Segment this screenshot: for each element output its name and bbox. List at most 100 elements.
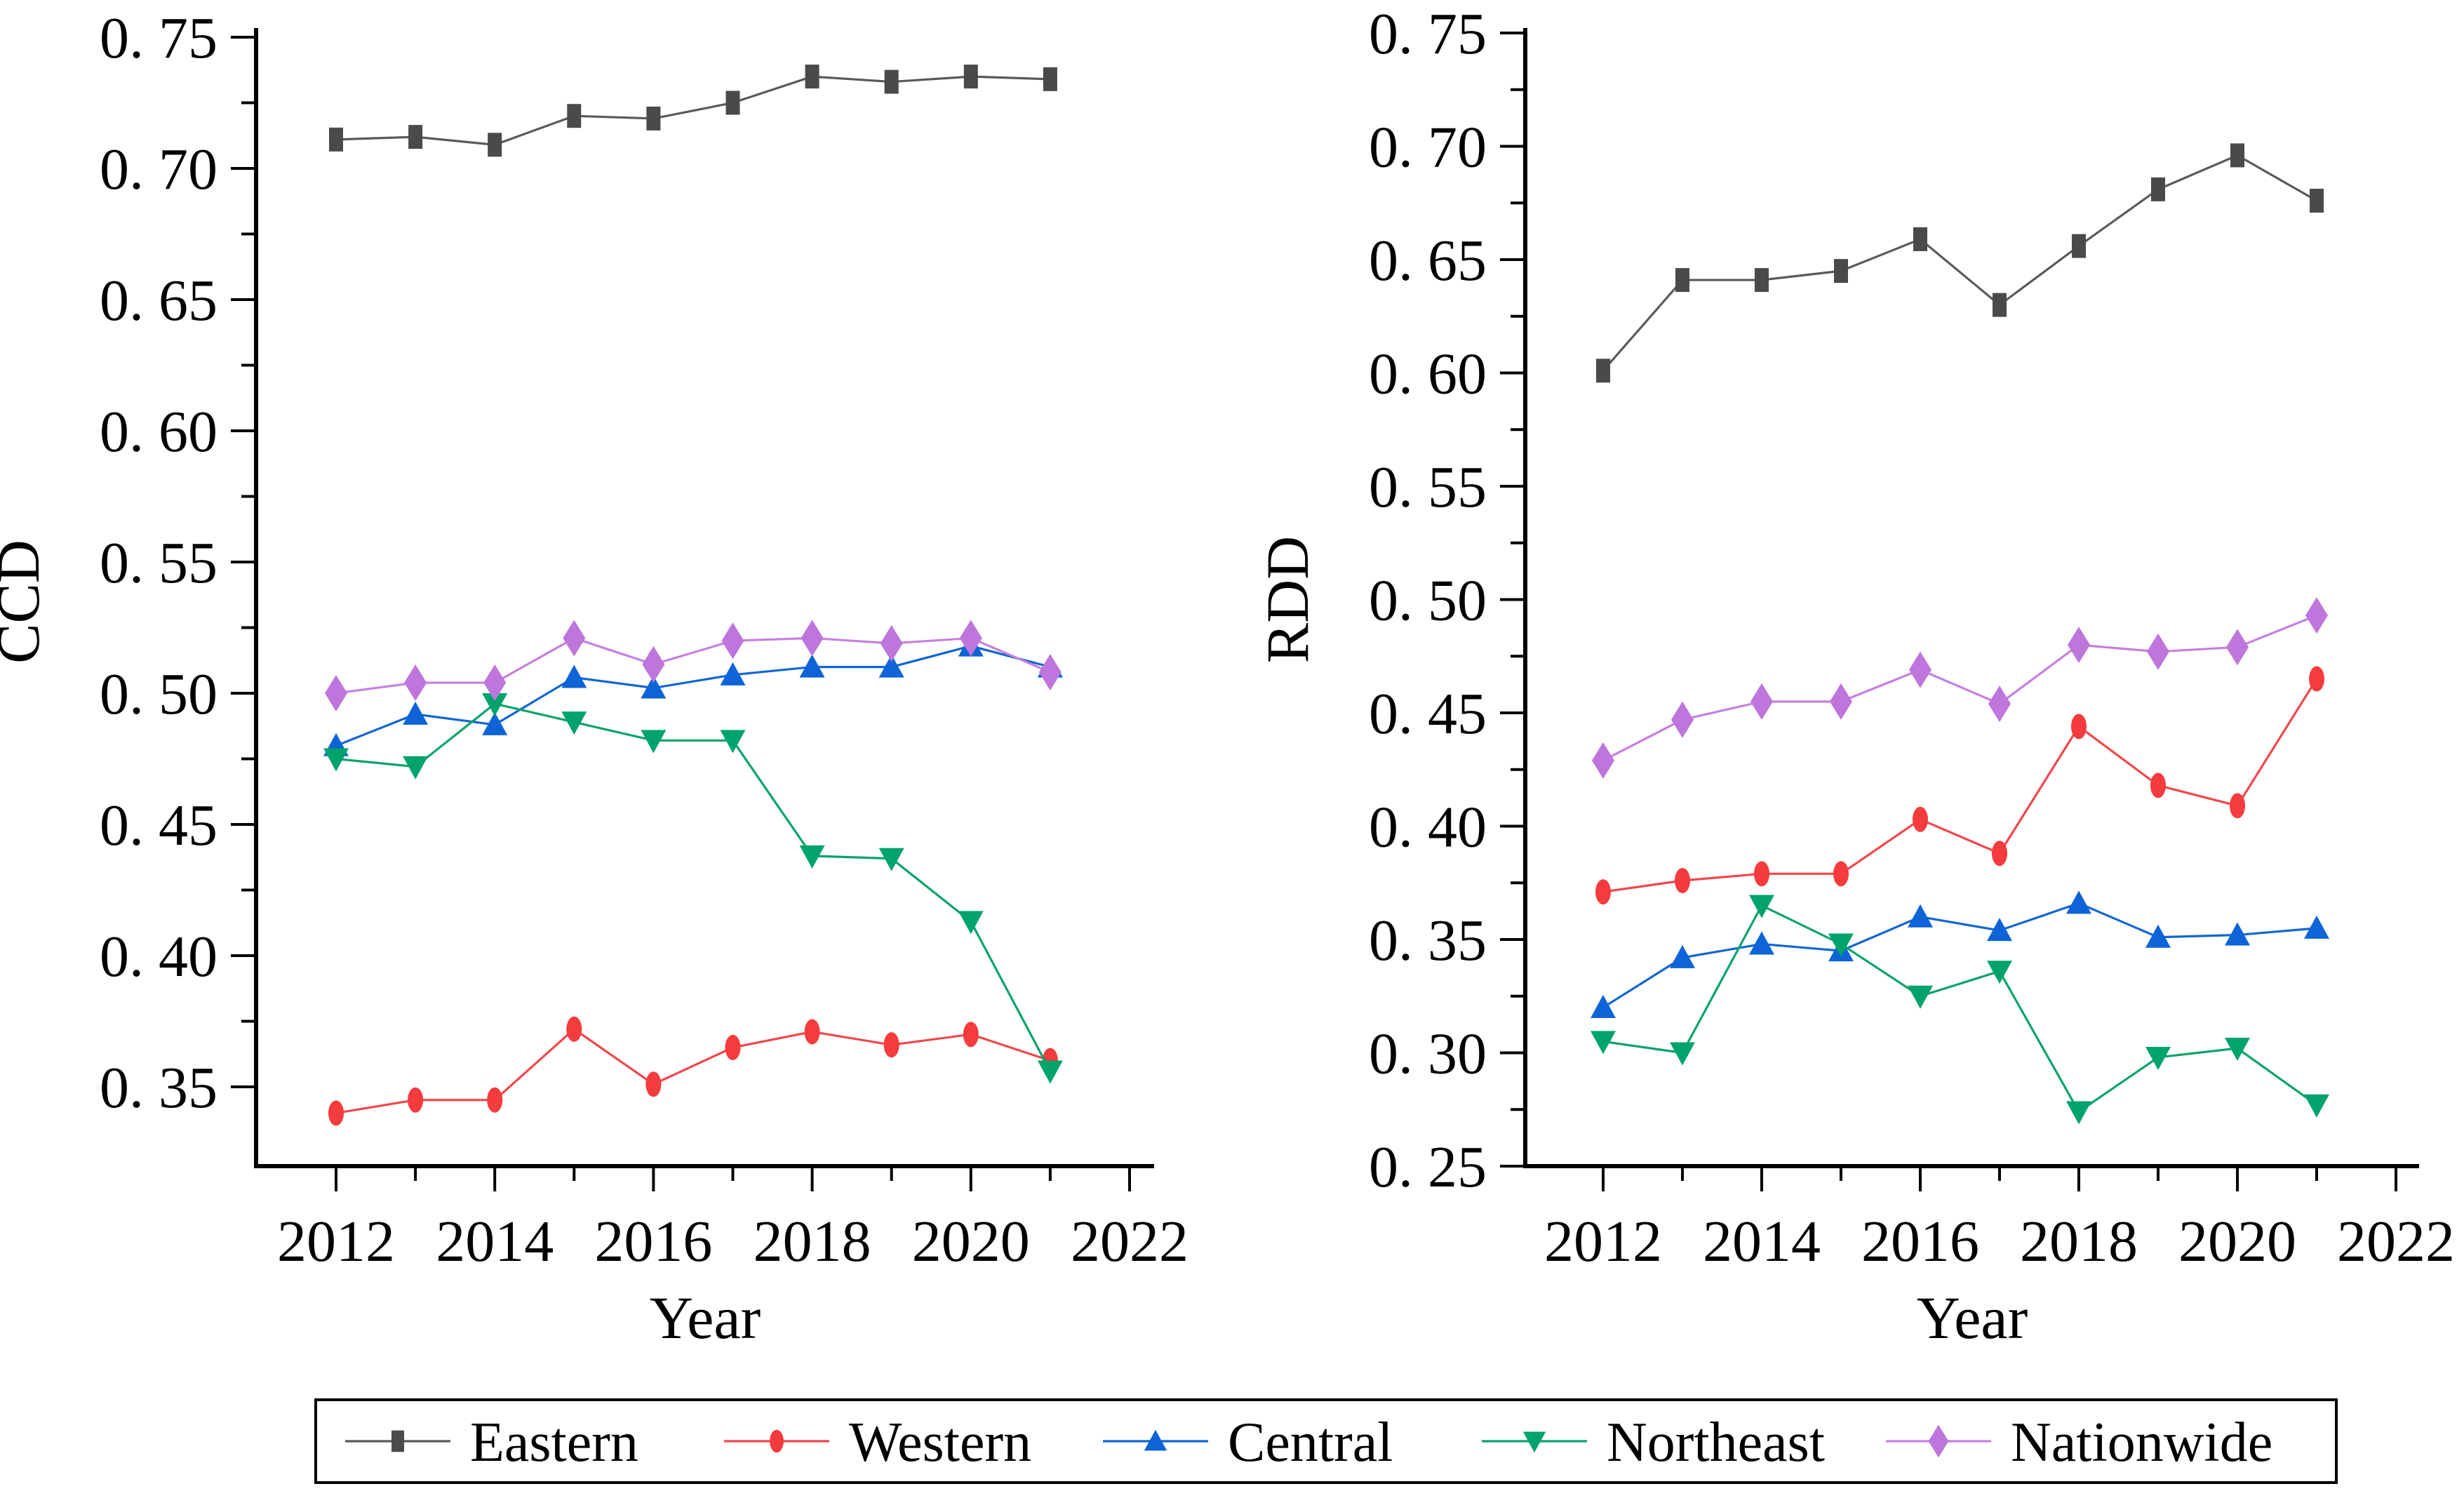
left-series-central-marker (878, 654, 904, 678)
left-series-eastern-marker (329, 127, 343, 152)
right-y-tick-label: 0. 35 (1369, 908, 1487, 973)
right-series-northeast-marker (2066, 1101, 2091, 1125)
left-series-eastern-marker (408, 125, 423, 149)
left-series-northeast-marker (403, 756, 429, 780)
left-series-northeast-marker (720, 730, 746, 754)
right-series-central-marker (2304, 915, 2329, 939)
right-series-eastern-marker (1834, 259, 1848, 283)
right-y-tick-label: 0. 75 (1369, 1, 1487, 67)
left-y-tick-label: 0. 55 (100, 530, 217, 596)
right-series-central-marker (1591, 994, 1616, 1018)
legend-marker-northeast-icon (1522, 1431, 1546, 1453)
left-xaxis-title: Year (650, 1284, 761, 1351)
left-series-northeast-marker (482, 693, 508, 716)
right-x-tick-label: 2020 (2178, 1209, 2296, 1274)
right-series-northeast-marker (2145, 1046, 2171, 1070)
left-chart-panel: 0. 35 0. 40 0. 45 0. 50 0. 55 0. 60 0. 65 0. 70… (0, 6, 1189, 1351)
right-series-eastern-marker (1675, 268, 1689, 293)
left-series-nationwide-line (335, 636, 1051, 695)
right-series-northeast-marker (1749, 895, 1774, 918)
right-series-western-marker (1595, 879, 1611, 905)
right-series-eastern-marker (2310, 189, 2324, 213)
left-series-western-marker (645, 1071, 662, 1097)
left-series-western-marker (487, 1087, 503, 1113)
right-series-eastern-marker (1755, 268, 1769, 293)
legend-label-eastern: Eastern (470, 1412, 638, 1473)
right-series-nationwide-marker (2068, 627, 2090, 664)
right-series-central-marker (2225, 922, 2250, 946)
right-x-tick-label: 2012 (1544, 1209, 1662, 1274)
legend-marker-eastern-icon (391, 1430, 404, 1452)
right-series-eastern-marker (1993, 293, 2007, 317)
legend-entry-northeast: Northeast (1482, 1412, 1825, 1473)
left-series-central-marker (799, 654, 825, 678)
right-series-nationwide-marker (1830, 683, 1852, 720)
right-series-northeast-marker (1591, 1031, 1616, 1055)
right-y-tick-label: 0. 60 (1369, 342, 1487, 407)
right-series-eastern-marker (2230, 143, 2244, 168)
legend-marker-central-icon (1144, 1429, 1167, 1451)
left-x-tick-label: 2014 (436, 1209, 554, 1274)
left-series-eastern-marker (805, 65, 819, 89)
left-x-tick-label: 2012 (277, 1209, 395, 1274)
left-x-tick-label: 2018 (754, 1209, 871, 1274)
left-series-northeast-marker (1037, 1060, 1063, 1084)
right-series-central-marker (2145, 924, 2171, 948)
right-series-western-marker (1992, 841, 2007, 867)
right-chart-panel: 0. 25 0. 30 0. 35 0. 40 0. 45 0. 50 0. 55 0. 60… (1254, 1, 2455, 1351)
right-series-western-marker (2309, 666, 2324, 692)
left-series-eastern-marker (646, 106, 661, 131)
left-x-tick-label: 2022 (1071, 1209, 1189, 1274)
right-series-nationwide-marker (1671, 701, 1694, 738)
right-series-nationwide-marker (1592, 742, 1614, 779)
right-y-tick-label: 0. 25 (1369, 1135, 1487, 1200)
left-series-central-marker (482, 711, 508, 735)
right-series-central-line (1602, 902, 2317, 1009)
right-series-eastern-marker (2151, 177, 2165, 201)
right-series-western-marker (2150, 773, 2166, 798)
left-series-nationwide-marker (721, 622, 744, 660)
right-x-tick-label: 2014 (1703, 1209, 1821, 1274)
legend-entry-eastern: Eastern (345, 1412, 638, 1473)
right-series-central-marker (1987, 918, 2012, 942)
left-series-eastern-line (335, 75, 1050, 146)
left-series-nationwide-marker (959, 620, 982, 657)
left-series-eastern-marker (567, 104, 582, 128)
left-x-tick-label: 2016 (594, 1209, 712, 1274)
right-y-tick-label: 0. 50 (1369, 568, 1487, 634)
right-series-western-marker (1833, 861, 1849, 887)
left-yaxis-title: CCD (0, 540, 52, 664)
right-series-western-line (1602, 678, 2318, 893)
left-series-central-line (335, 645, 1051, 747)
left-series-nationwide-marker (880, 624, 903, 662)
right-series-western-marker (1754, 861, 1769, 887)
left-series-nationwide-marker (325, 675, 347, 711)
right-series-western-marker (2071, 714, 2087, 740)
left-y-tick-label: 0. 35 (100, 1055, 217, 1121)
right-series-northeast-marker (1987, 961, 2012, 984)
right-series-nationwide-marker (2226, 629, 2249, 666)
left-series-northeast-marker (561, 711, 587, 735)
left-series-central-marker (561, 664, 587, 688)
legend-marker-western-icon (770, 1429, 784, 1453)
legend-entry-western: Western (724, 1412, 1031, 1473)
right-series-eastern-line (1602, 154, 2317, 372)
legend-entry-nationwide: Nationwide (1886, 1412, 2272, 1473)
left-series-western-marker (804, 1019, 820, 1045)
right-y-tick-label: 0. 45 (1369, 681, 1487, 747)
left-series-eastern-marker (488, 133, 502, 157)
left-series-nationwide-marker (563, 620, 586, 657)
left-series-nationwide-marker (801, 620, 824, 657)
right-x-tick-label: 2016 (1861, 1209, 1979, 1274)
right-series-western-marker (1675, 868, 1690, 894)
left-y-tick-label: 0. 60 (100, 399, 217, 464)
right-series-central-marker (1670, 944, 1695, 968)
right-xaxis-title: Year (1917, 1284, 2028, 1351)
right-series-northeast-marker (1828, 933, 1854, 957)
legend-label-nationwide: Nationwide (2011, 1412, 2272, 1473)
left-series-northeast-marker (323, 748, 349, 772)
left-series-northeast-marker (878, 848, 904, 871)
right-series-eastern-marker (1913, 227, 1927, 251)
left-series-nationwide-marker (642, 646, 665, 683)
